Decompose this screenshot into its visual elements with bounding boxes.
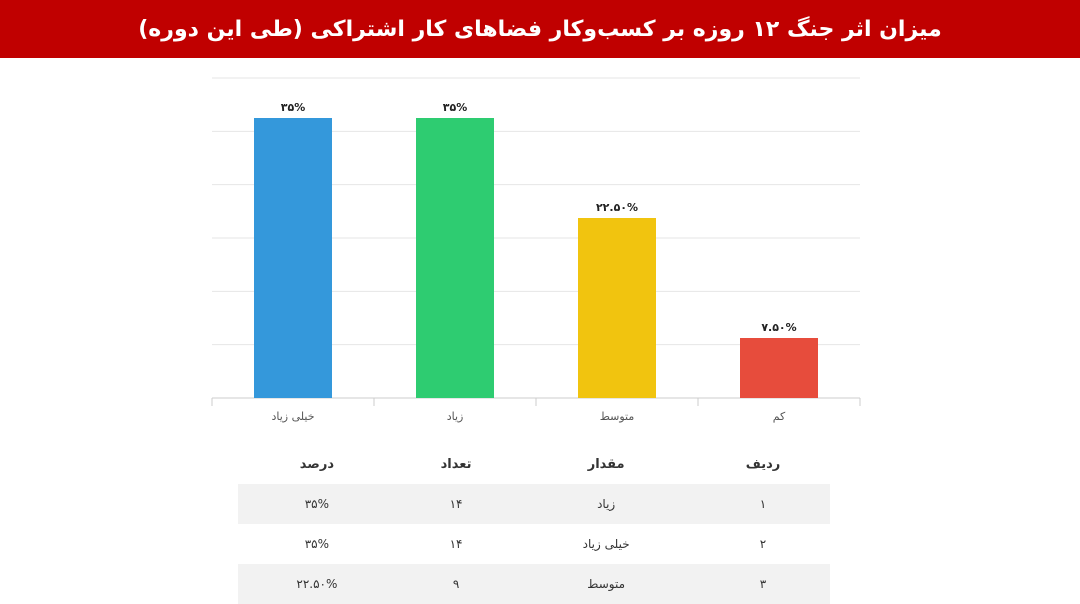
header-cell-percent: درصد — [238, 444, 396, 484]
table-cell: ۱۴ — [395, 524, 517, 564]
bar-data-label: ۳۵% — [281, 101, 305, 114]
bar-data-label: ۷.۵۰% — [761, 321, 796, 334]
bar — [254, 118, 332, 398]
table-cell: زیاد — [516, 484, 696, 524]
bar — [578, 218, 656, 398]
table-row: ۳ متوسط ۹ ۲۲.۵۰% — [238, 564, 830, 604]
table-cell: ۳۵% — [238, 484, 396, 524]
data-table: ردیف مقدار تعداد درصد ۱ زیاد ۱۴ ۳۵% ۲ خی… — [238, 444, 830, 604]
table-row: ۲ خیلی زیاد ۱۴ ۳۵% — [238, 524, 830, 564]
page-title: میزان اثر جنگ ۱۲ روزه بر کسب‌وکار فضاهای… — [138, 16, 942, 42]
header-cell-row: ردیف — [695, 444, 830, 484]
table-cell: خیلی زیاد — [516, 524, 696, 564]
header-cell-count: تعداد — [395, 444, 517, 484]
data-table-grid: ردیف مقدار تعداد درصد ۱ زیاد ۱۴ ۳۵% ۲ خی… — [238, 444, 830, 604]
header-bar: میزان اثر جنگ ۱۲ روزه بر کسب‌وکار فضاهای… — [0, 0, 1080, 58]
table-cell: ۲ — [695, 524, 830, 564]
table-cell: ۳۵% — [238, 524, 396, 564]
table-cell: ۲۲.۵۰% — [238, 564, 396, 604]
x-tick-label: زیاد — [447, 410, 464, 423]
table-cell: ۱ — [695, 484, 830, 524]
x-tick-label: کم — [773, 410, 786, 423]
bar — [740, 338, 818, 398]
bar — [416, 118, 494, 398]
table-header-row: ردیف مقدار تعداد درصد — [238, 444, 830, 484]
bar-chart: ۳۵% خیلی زیاد ۳۵% زیاد ۲۲.۵۰% متوسط ۷.۵۰% کم — [0, 58, 1080, 448]
table-cell: ۱۴ — [395, 484, 517, 524]
table-cell: متوسط — [516, 564, 696, 604]
header-cell-value: مقدار — [516, 444, 696, 484]
bar-data-label: ۳۵% — [443, 101, 467, 114]
table-row: ۱ زیاد ۱۴ ۳۵% — [238, 484, 830, 524]
bar-chart-svg: ۳۵% خیلی زیاد ۳۵% زیاد ۲۲.۵۰% متوسط ۷.۵۰% کم — [211, 77, 861, 423]
x-tick-label: متوسط — [600, 410, 635, 423]
table-cell: ۳ — [695, 564, 830, 604]
bar-data-label: ۲۲.۵۰% — [596, 201, 638, 214]
table-cell: ۹ — [395, 564, 517, 604]
x-tick-label: خیلی زیاد — [271, 410, 314, 423]
